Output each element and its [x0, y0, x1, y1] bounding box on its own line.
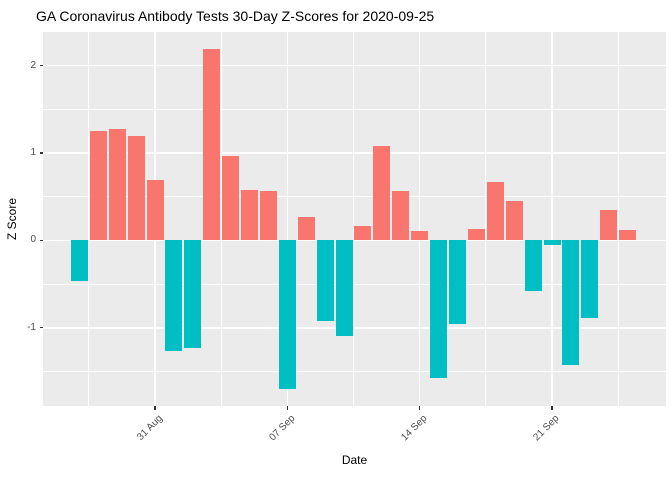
zscore-bar — [278, 240, 296, 389]
x-axis-tick-label: 07 Sep — [266, 413, 298, 444]
zscore-bar — [241, 189, 259, 241]
x-axis-tick-mark — [419, 406, 421, 410]
zscore-bar — [108, 129, 126, 241]
zscore-bar — [562, 240, 580, 366]
zscore-bar — [354, 225, 372, 241]
zscore-bar — [543, 240, 561, 245]
gridline-major-horizontal — [43, 327, 666, 329]
gridline-minor-horizontal — [43, 108, 666, 110]
x-axis-tick-mark — [154, 406, 156, 410]
gridline-major-horizontal — [43, 64, 666, 67]
gridline-minor-vertical — [617, 32, 619, 406]
zscore-bar — [392, 190, 410, 241]
zscore-bar — [411, 230, 429, 241]
gridline-minor-vertical — [485, 32, 487, 406]
gridline-major-horizontal — [43, 152, 666, 154]
gridline-minor-horizontal — [43, 196, 666, 198]
gridline-minor-horizontal — [43, 283, 666, 285]
zscore-bar — [619, 229, 637, 241]
zscore-bar — [505, 201, 523, 241]
y-axis-tick-label: 0 — [30, 234, 36, 246]
gridline-major-vertical — [286, 32, 289, 406]
y-axis-tick-mark — [39, 65, 43, 67]
x-axis-tick-label: 14 Sep — [399, 413, 430, 444]
gridline-major-vertical — [551, 32, 553, 406]
gridline-minor-vertical — [88, 32, 90, 406]
y-axis-tick-mark — [39, 239, 43, 241]
zscore-bar — [335, 240, 353, 336]
zscore-bar — [146, 180, 164, 241]
zscore-bar — [222, 155, 240, 241]
plot-panel — [43, 32, 666, 406]
gridline-minor-horizontal — [43, 370, 666, 372]
zscore-bar — [486, 181, 504, 241]
x-axis-title: Date — [341, 453, 368, 467]
x-axis-tick-label: 21 Sep — [531, 413, 562, 444]
gridline-major-vertical — [418, 32, 421, 406]
zscore-bar — [89, 131, 107, 241]
zscore-bar — [467, 229, 485, 241]
y-axis-tick-label: -1 — [27, 321, 36, 333]
zscore-bar — [165, 240, 183, 351]
zscore-bar — [524, 240, 542, 292]
x-axis-tick-mark — [551, 406, 553, 410]
zscore-bar — [430, 240, 448, 379]
y-axis-tick-mark — [39, 152, 43, 154]
y-axis-tick-label: 1 — [30, 147, 36, 159]
chart-title: GA Coronavirus Antibody Tests 30-Day Z-S… — [36, 8, 435, 24]
y-axis-tick-mark — [39, 327, 43, 329]
zscore-bar — [297, 216, 315, 241]
zscore-bar — [600, 209, 618, 241]
gridline-minor-vertical — [220, 32, 222, 406]
zscore-bar — [203, 49, 221, 241]
zscore-bar — [184, 240, 202, 348]
zscore-bar — [373, 146, 391, 241]
zscore-bar — [259, 191, 277, 241]
y-axis-tick-label: 2 — [30, 59, 36, 71]
zscore-bar — [127, 135, 145, 241]
gridline-major-horizontal — [43, 239, 666, 242]
x-axis-tick-label: 31 Aug — [135, 413, 165, 443]
zscore-bar — [316, 240, 334, 321]
gridline-minor-vertical — [353, 32, 355, 406]
x-axis-tick-mark — [286, 406, 288, 410]
zscore-bar — [70, 240, 88, 282]
zscore-bar — [581, 240, 599, 319]
zscore-bar — [449, 240, 466, 325]
